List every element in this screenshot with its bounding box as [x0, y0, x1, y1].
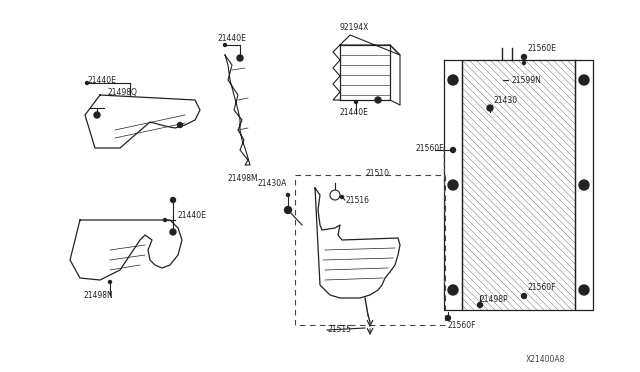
Circle shape	[522, 294, 527, 298]
Circle shape	[445, 315, 451, 321]
Circle shape	[237, 55, 243, 61]
Text: 21440E: 21440E	[340, 108, 369, 116]
Text: 21560E: 21560E	[415, 144, 444, 153]
Circle shape	[522, 55, 527, 60]
Circle shape	[451, 148, 456, 153]
Circle shape	[579, 180, 589, 190]
Circle shape	[177, 122, 182, 128]
Text: 21515: 21515	[327, 326, 351, 334]
Text: 21430A: 21430A	[257, 179, 286, 187]
Circle shape	[355, 100, 358, 103]
Circle shape	[86, 81, 88, 84]
Text: 21560F: 21560F	[448, 321, 477, 330]
Circle shape	[487, 105, 493, 111]
Circle shape	[94, 112, 100, 118]
Text: 21440E: 21440E	[178, 211, 207, 219]
Text: 21498M: 21498M	[228, 173, 259, 183]
Circle shape	[375, 97, 381, 103]
Text: 21560F: 21560F	[527, 283, 556, 292]
Text: 21510: 21510	[365, 169, 389, 177]
Circle shape	[163, 218, 166, 221]
Text: 21516: 21516	[345, 196, 369, 205]
Circle shape	[522, 61, 525, 64]
Bar	[295, 175, 445, 325]
Text: 21599N: 21599N	[511, 76, 541, 84]
Text: 92194X: 92194X	[340, 22, 369, 32]
Circle shape	[330, 190, 340, 200]
Text: 21430: 21430	[493, 96, 517, 105]
Circle shape	[477, 302, 483, 308]
Circle shape	[109, 280, 111, 283]
Circle shape	[579, 75, 589, 85]
Text: 21498Q: 21498Q	[107, 87, 137, 96]
Bar	[462, 60, 575, 310]
Circle shape	[579, 285, 589, 295]
Text: 21440E: 21440E	[217, 33, 246, 42]
Circle shape	[287, 193, 289, 196]
Circle shape	[448, 75, 458, 85]
Text: 21440E: 21440E	[87, 76, 116, 84]
Circle shape	[170, 229, 176, 235]
Circle shape	[448, 285, 458, 295]
Circle shape	[285, 206, 291, 214]
Circle shape	[223, 44, 227, 46]
Circle shape	[448, 180, 458, 190]
Text: X21400A8: X21400A8	[525, 356, 565, 365]
Circle shape	[170, 198, 175, 202]
Text: 21498N: 21498N	[83, 291, 113, 299]
Text: 21560E: 21560E	[527, 44, 556, 52]
Text: 21498P: 21498P	[480, 295, 509, 305]
Circle shape	[340, 196, 344, 199]
